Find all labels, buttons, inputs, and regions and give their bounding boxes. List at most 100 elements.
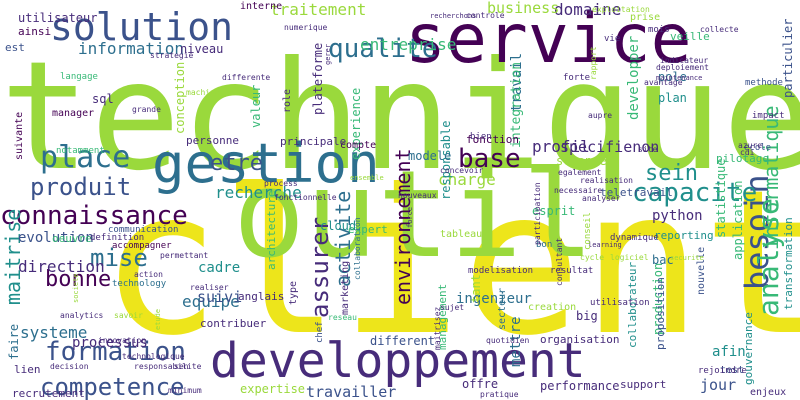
word-collaboration: collaboration xyxy=(353,217,362,280)
word-etre: etre xyxy=(210,151,263,176)
word-recherchons: recherchons xyxy=(430,12,476,20)
word-nouveaux: nouveaux xyxy=(398,191,437,200)
word-maitrisez: maitrisez xyxy=(433,306,442,350)
word-reseau: reseau xyxy=(328,313,357,322)
word-ainsi: ainsi xyxy=(18,25,51,38)
word-recrutement: recrutement xyxy=(12,387,85,400)
word-accompagner: accompagner xyxy=(112,241,172,251)
word-ensemble: ensemble xyxy=(350,174,384,182)
word-specifienon: specifienon xyxy=(560,138,659,156)
word-organisation: organisation xyxy=(540,333,619,346)
word-utilisation: utilisation xyxy=(590,298,650,308)
word-responsable: responsable xyxy=(439,121,453,200)
word-profil: profil xyxy=(532,137,590,156)
word-manager: manager xyxy=(52,108,94,119)
word-suivi: suivi xyxy=(197,288,242,306)
word-site: site xyxy=(638,145,657,154)
word-recherche: recherche xyxy=(215,183,302,202)
word-technologique: technologique xyxy=(122,352,185,361)
word-exploitation: exploitation xyxy=(592,5,650,14)
word-management: management xyxy=(436,284,449,350)
word-different: different xyxy=(370,334,435,348)
word-outil: outil xyxy=(233,146,594,285)
word-resultat: resultat xyxy=(550,266,593,276)
word-securite: securite xyxy=(670,254,704,262)
word-faire: faire xyxy=(7,324,21,360)
word-grande: grande xyxy=(132,105,161,114)
word-niveau: niveau xyxy=(180,42,223,56)
word-gouvernance: gouvernance xyxy=(742,312,755,385)
word-information: information xyxy=(78,39,184,58)
word-client: client xyxy=(100,147,800,380)
word-qualite: qualite xyxy=(328,34,438,64)
word-entreprise: entreprise xyxy=(360,35,456,54)
word-rejoindre: rejoindre xyxy=(698,366,747,376)
word-capacite: capacite xyxy=(632,178,757,208)
word-ingenieur: ingenieur xyxy=(456,291,532,307)
word-permettant: permettant xyxy=(160,251,208,260)
word-vie: vie xyxy=(604,34,620,44)
word-consultant: consultant xyxy=(555,238,564,286)
word-communication: communication xyxy=(108,225,178,235)
word-developper: developper xyxy=(626,36,642,120)
word-pole: pole xyxy=(658,70,687,84)
word-quotidien: quotidien xyxy=(486,336,530,345)
word-machine: machine xyxy=(186,88,220,97)
word-assurer: assurer xyxy=(306,217,334,318)
word-innovation: innovation xyxy=(98,336,146,345)
word-tant: tant xyxy=(469,274,483,303)
word-action: action xyxy=(134,270,163,279)
word-offre: offre xyxy=(462,377,498,391)
word-technique: technique xyxy=(0,30,800,204)
word-enjeux: enjeux xyxy=(750,387,786,398)
word-suivante: suivante xyxy=(14,112,25,160)
word-oeuvre: oeuvre xyxy=(52,232,92,245)
word-notamment: notamment xyxy=(56,146,105,156)
word-deploiement: deploiement xyxy=(656,63,709,72)
word-aupre: aupre xyxy=(588,111,612,120)
word-numerique: numerique xyxy=(284,23,328,32)
word-dynamique: dynamique xyxy=(610,233,659,243)
word-prise: prise xyxy=(630,12,660,23)
word-analyse: analyse xyxy=(752,198,785,316)
word-modele: modele xyxy=(408,149,451,163)
word-compte: compte xyxy=(340,140,376,151)
word-test: test xyxy=(720,365,744,376)
word-process: process xyxy=(264,179,298,188)
word-teletravail: teletravail xyxy=(600,186,673,199)
word-reporting: reporting xyxy=(654,229,714,242)
word-type: type xyxy=(288,281,299,305)
word-charge: charge xyxy=(438,170,496,189)
word-support: support xyxy=(620,378,666,391)
word-maintenance: maintenance xyxy=(656,74,702,82)
word-fonction: fonction xyxy=(466,133,519,146)
word-impact: impact xyxy=(752,111,785,121)
word-indicateur: indicateur xyxy=(660,56,708,65)
word-jour: jour xyxy=(700,376,736,394)
word-python: python xyxy=(652,208,703,224)
word-production: production xyxy=(651,263,665,335)
word-connaissance: connaissance xyxy=(0,201,188,231)
word-pratique: pratique xyxy=(480,390,519,399)
word-role: role xyxy=(282,89,293,113)
word-interne: interne xyxy=(240,1,282,12)
word-expertise: expertise xyxy=(240,382,305,396)
word-responsabilite: responsabilite xyxy=(134,362,202,371)
word-mois: mois xyxy=(648,25,670,35)
word-ecole: ecole xyxy=(744,143,771,153)
word-etude: etude xyxy=(154,309,162,330)
word-technology: technology xyxy=(112,279,167,289)
word-valeur: valeur xyxy=(249,85,263,128)
word-science: science xyxy=(556,154,607,168)
word-concevoir: concevoir xyxy=(440,166,484,175)
word-controle: controle xyxy=(466,11,505,20)
word-chef: chef xyxy=(315,321,325,343)
word-est: est xyxy=(5,41,25,54)
word-competence: competence xyxy=(40,373,185,400)
word-realisation: realisation xyxy=(580,176,633,185)
word-mise: mise xyxy=(90,244,148,272)
word-definition: definition xyxy=(90,233,144,243)
word-conception: conception xyxy=(173,62,187,134)
word-nouvelle: nouvelle xyxy=(696,247,707,295)
